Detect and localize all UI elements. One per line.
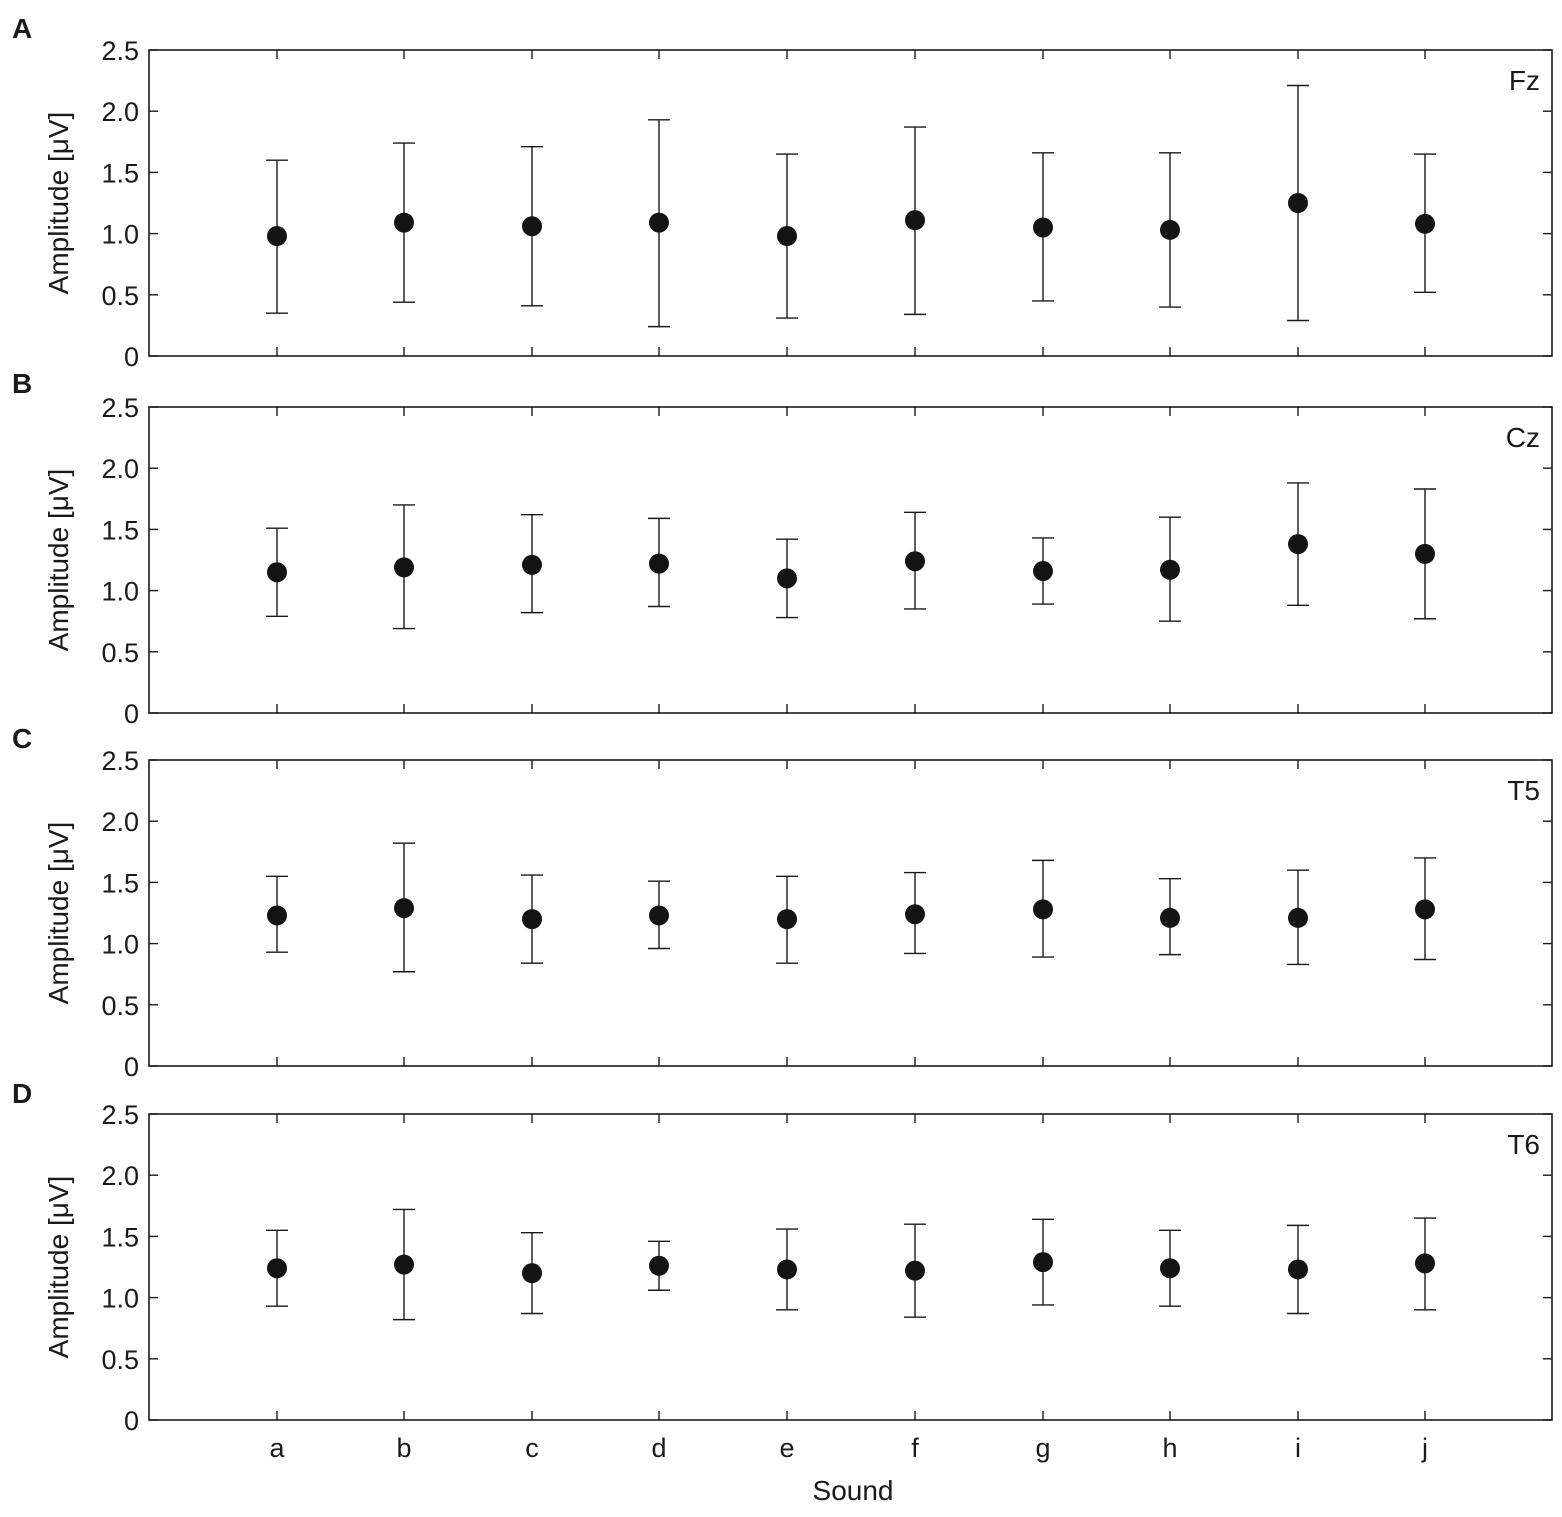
data-point (1288, 1259, 1308, 1280)
data-point (522, 909, 542, 930)
panel-b: B 0 0.5 1.0 1.5 2.0 2.5 Amplitude [μV] Cz (12, 368, 1553, 729)
panel-letter: D (12, 1078, 32, 1109)
data-point (1288, 907, 1308, 928)
y-tick-label: 1.0 (101, 930, 139, 960)
panel-letter: A (12, 13, 32, 44)
data-point (777, 568, 797, 589)
x-tick-label: b (396, 1433, 411, 1463)
plot-frame (148, 1113, 1553, 1421)
data-point (1288, 193, 1308, 213)
data-point (649, 905, 669, 926)
y-tick-label: 1.0 (101, 577, 139, 607)
plot-frame (148, 759, 1553, 1067)
data-point (649, 1255, 669, 1276)
data-point (1033, 217, 1053, 238)
y-tick-label: 2.0 (101, 454, 139, 484)
data-point (267, 905, 287, 926)
data-point (777, 1259, 797, 1280)
x-tick-label: a (269, 1433, 285, 1463)
data-point (267, 562, 287, 583)
panel-a: A 0 0.5 1.0 1.5 2.0 2.5 Amplitude [μV] Fz (12, 13, 1553, 372)
data-point (649, 212, 669, 233)
y-tick-label: 2.0 (101, 807, 139, 837)
channel-label: T6 (1507, 1129, 1540, 1160)
data-point (1288, 534, 1308, 555)
y-tick-label: 1.0 (101, 1284, 139, 1314)
data-point (1160, 219, 1180, 240)
panel-letter: C (12, 723, 32, 754)
data-point (394, 1254, 414, 1275)
data-point (394, 898, 414, 919)
y-axis-label: Amplitude [μV] (43, 1176, 74, 1359)
x-tick-label: d (651, 1433, 666, 1463)
x-tick-label: c (525, 1433, 539, 1463)
data-point (1160, 907, 1180, 928)
y-tick-label: 1.5 (101, 158, 139, 188)
y-tick-label: 1.5 (101, 515, 139, 545)
y-tick-label: 2.5 (101, 1100, 139, 1130)
data-point (1160, 559, 1180, 580)
channel-label: Cz (1506, 422, 1540, 453)
y-tick-label: 0.5 (101, 281, 139, 311)
data-point (1033, 561, 1053, 582)
data-point (267, 226, 287, 247)
data-point (905, 1260, 925, 1281)
data-point (1415, 543, 1435, 564)
data-point (777, 226, 797, 247)
data-point (905, 551, 925, 572)
x-tick-label: i (1295, 1433, 1301, 1463)
data-point (905, 904, 925, 925)
data-point (905, 210, 925, 231)
panel-c: C 0 0.5 1.0 1.5 2.0 2.5 Amplitude [μV] T5 (12, 723, 1553, 1082)
y-tick-label: 0 (124, 699, 139, 729)
data-point (1415, 1253, 1435, 1274)
data-point (649, 553, 669, 574)
data-point (1033, 899, 1053, 920)
y-tick-label: 2.0 (101, 1161, 139, 1191)
data-point (1415, 213, 1435, 234)
plot-frame (148, 406, 1553, 714)
data-point (522, 216, 542, 237)
y-tick-label: 0.5 (101, 991, 139, 1021)
x-tick-label: g (1035, 1433, 1050, 1463)
x-tick-label: e (779, 1433, 794, 1463)
y-axis-label: Amplitude [μV] (43, 469, 74, 652)
y-tick-label: 2.0 (101, 97, 139, 127)
x-tick-label: j (1421, 1433, 1428, 1463)
y-axis-label: Amplitude [μV] (43, 822, 74, 1005)
y-tick-label: 1.5 (101, 1222, 139, 1252)
data-point (777, 909, 797, 930)
y-axis-label: Amplitude [μV] (43, 112, 74, 295)
channel-label: T5 (1507, 775, 1540, 806)
x-axis-label: Sound (813, 1475, 894, 1506)
x-tick-label: h (1162, 1433, 1177, 1463)
data-point (1033, 1252, 1053, 1273)
y-tick-label: 0.5 (101, 1345, 139, 1375)
y-tick-label: 1.0 (101, 220, 139, 250)
data-point (522, 554, 542, 575)
data-point (1415, 899, 1435, 920)
data-point (522, 1263, 542, 1284)
x-tick-label: f (911, 1433, 919, 1463)
y-tick-label: 0 (124, 1406, 139, 1436)
data-point (394, 212, 414, 233)
y-tick-label: 1.5 (101, 868, 139, 898)
data-point (267, 1258, 287, 1279)
data-point (394, 557, 414, 578)
data-point (1160, 1258, 1180, 1279)
y-tick-label: 0 (124, 342, 139, 372)
y-tick-label: 2.5 (101, 746, 139, 776)
y-tick-label: 0.5 (101, 638, 139, 668)
y-tick-label: 2.5 (101, 36, 139, 66)
panel-letter: B (12, 368, 32, 399)
y-tick-label: 2.5 (101, 393, 139, 423)
channel-label: Fz (1509, 65, 1540, 96)
panel-d: D 0 0.5 1.0 1.5 2.0 2.5 Amplitude [μV] T6 a b c d e f g… (12, 1078, 1553, 1506)
plot-frame (148, 49, 1553, 357)
y-tick-label: 0 (124, 1052, 139, 1082)
